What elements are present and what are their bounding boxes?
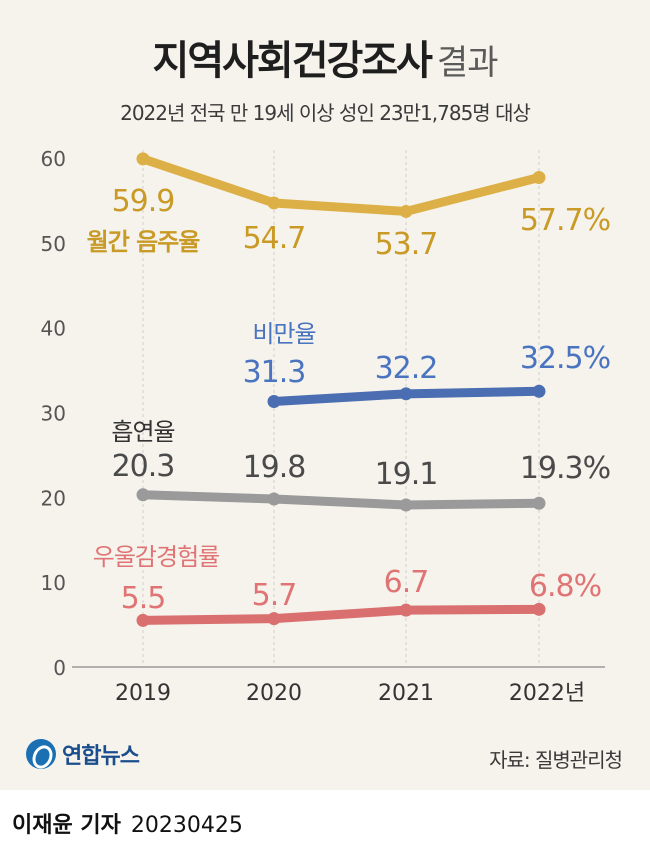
data-point: [399, 498, 413, 512]
series-name-label: 흡연율: [111, 418, 174, 446]
data-point: [136, 613, 150, 627]
data-point: [267, 394, 281, 408]
data-label: 31.3: [243, 355, 306, 390]
data-label: 5.5: [121, 581, 166, 616]
data-label: 5.7: [252, 578, 297, 613]
data-label: 54.7: [243, 221, 306, 256]
y-tick-label: 50: [41, 232, 66, 256]
y-tick-label: 40: [41, 317, 66, 341]
series-line-depression: [138, 604, 544, 625]
y-tick-label: 0: [53, 656, 66, 680]
x-tick-label: 2019: [115, 681, 171, 706]
x-tick-label: 2021: [378, 681, 434, 706]
x-tick-label: 2022년: [509, 681, 585, 706]
x-tick-label: 2020: [246, 681, 302, 706]
data-label: 19.1: [375, 457, 438, 492]
data-point: [136, 152, 150, 166]
data-label: 57.7%: [520, 203, 610, 238]
data-point: [267, 492, 281, 506]
y-tick-label: 10: [41, 571, 66, 595]
series-line-smoking: [138, 490, 544, 510]
line-chart: 0 10 20 30 40 50 60 2019 2020 2021 2022년 59.9 54.7 53…: [41, 147, 612, 706]
y-tick-label: 20: [41, 486, 66, 510]
data-point: [532, 496, 546, 510]
data-point: [532, 171, 546, 185]
data-label: 20.3: [112, 449, 175, 484]
series-name-label: 월간 음주율: [87, 228, 201, 256]
data-point: [267, 196, 281, 210]
title-main: 지역사회건강조사: [152, 38, 433, 84]
title-suffix: 결과: [436, 43, 499, 83]
byline: 이재윤 기자 20230425: [12, 807, 243, 839]
series-name-label: 비만율: [252, 320, 315, 348]
data-point: [532, 602, 546, 616]
y-tick-label: 30: [41, 402, 66, 426]
byline-name: 이재윤 기자: [12, 813, 121, 838]
data-label: 32.5%: [520, 341, 610, 376]
source-note: 자료: 질병관리청: [489, 748, 623, 772]
data-label: 6.7: [384, 565, 429, 600]
infographic-card: 지역사회건강조사 결과 2022년 전국 만 19세 이상 성인 23만1,785…: [0, 0, 650, 790]
data-point: [267, 612, 281, 626]
yonhap-logo: 연합뉴스: [26, 738, 140, 770]
title: 지역사회건강조사 결과: [0, 28, 650, 86]
byline-date: 20230425: [130, 813, 243, 838]
data-label: 6.8%: [529, 569, 601, 604]
series-line-drinking: [138, 154, 544, 216]
data-label: 19.3%: [520, 451, 610, 486]
subtitle: 2022년 전국 만 19세 이상 성인 23만1,785명 대상: [120, 101, 531, 125]
logo-text: 연합뉴스: [62, 744, 140, 769]
data-label: 53.7: [375, 227, 438, 262]
data-label: 32.2: [375, 351, 438, 386]
data-point: [399, 387, 413, 401]
series-name-label: 우울감경험률: [93, 543, 219, 571]
data-label: 59.9: [112, 184, 175, 219]
yonhap-logo-icon: [26, 739, 56, 769]
y-tick-label: 60: [41, 147, 66, 171]
data-point: [532, 384, 546, 398]
data-label: 19.8: [243, 450, 306, 485]
data-point: [399, 204, 413, 218]
data-point: [399, 603, 413, 617]
data-point: [136, 488, 150, 502]
